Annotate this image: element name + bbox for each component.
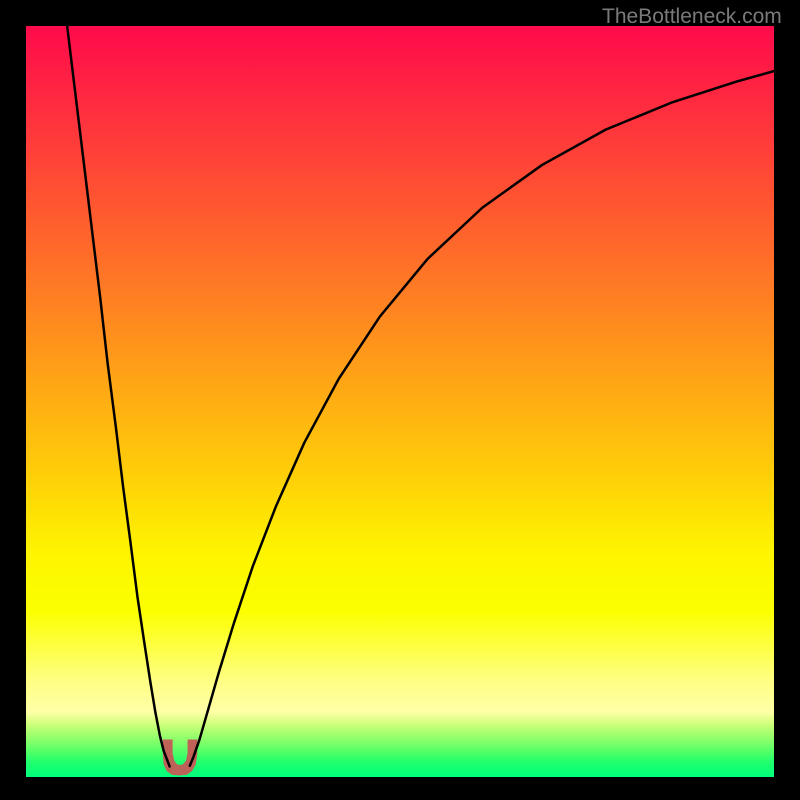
watermark-text: TheBottleneck.com [602, 5, 782, 29]
plot-background [26, 26, 774, 777]
chart-frame: TheBottleneck.com [0, 0, 800, 800]
bottleneck-plot [26, 26, 774, 777]
